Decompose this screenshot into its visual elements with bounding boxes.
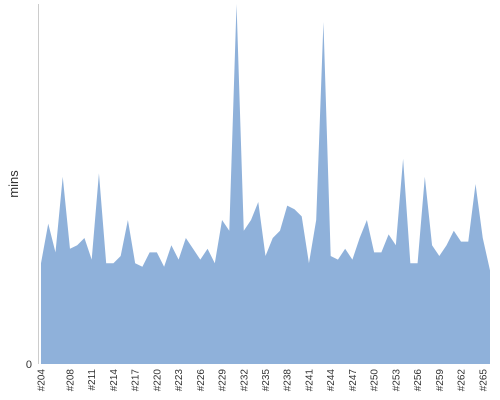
y-tick-label: 0 — [26, 359, 32, 371]
x-tick-label: #250 — [370, 369, 381, 392]
x-tick-label: #220 — [152, 369, 163, 392]
x-tick-label: #259 — [435, 369, 446, 392]
x-tick-label: #223 — [174, 369, 185, 392]
x-tick-label: #235 — [261, 369, 272, 392]
x-tick-label: #208 — [65, 369, 76, 392]
x-tick-label: #241 — [304, 369, 315, 392]
x-tick-label: #247 — [348, 369, 359, 392]
x-tick-label: #253 — [391, 369, 402, 392]
y-axis-ticks: 0 — [26, 359, 32, 371]
x-tick-label: #229 — [218, 369, 229, 392]
x-tick-label: #262 — [457, 369, 468, 392]
x-tick-label: #256 — [413, 369, 424, 392]
x-tick-label: #232 — [239, 369, 250, 392]
series-area — [41, 4, 490, 364]
x-tick-label: #226 — [196, 369, 207, 392]
plot-area — [41, 4, 490, 364]
x-tick-label: #211 — [87, 369, 98, 391]
x-tick-label: #204 — [37, 369, 48, 392]
x-tick-label: #265 — [478, 369, 489, 392]
x-tick-label: #238 — [283, 369, 294, 392]
x-tick-label: #217 — [131, 369, 142, 392]
x-tick-label: #214 — [109, 369, 120, 392]
x-axis-ticks: #204 #208 #211 #214 #217 #220 #223 #226 #229 #232… — [37, 369, 490, 392]
x-tick-label: #244 — [326, 369, 337, 392]
y-axis-title: mins — [6, 170, 21, 198]
